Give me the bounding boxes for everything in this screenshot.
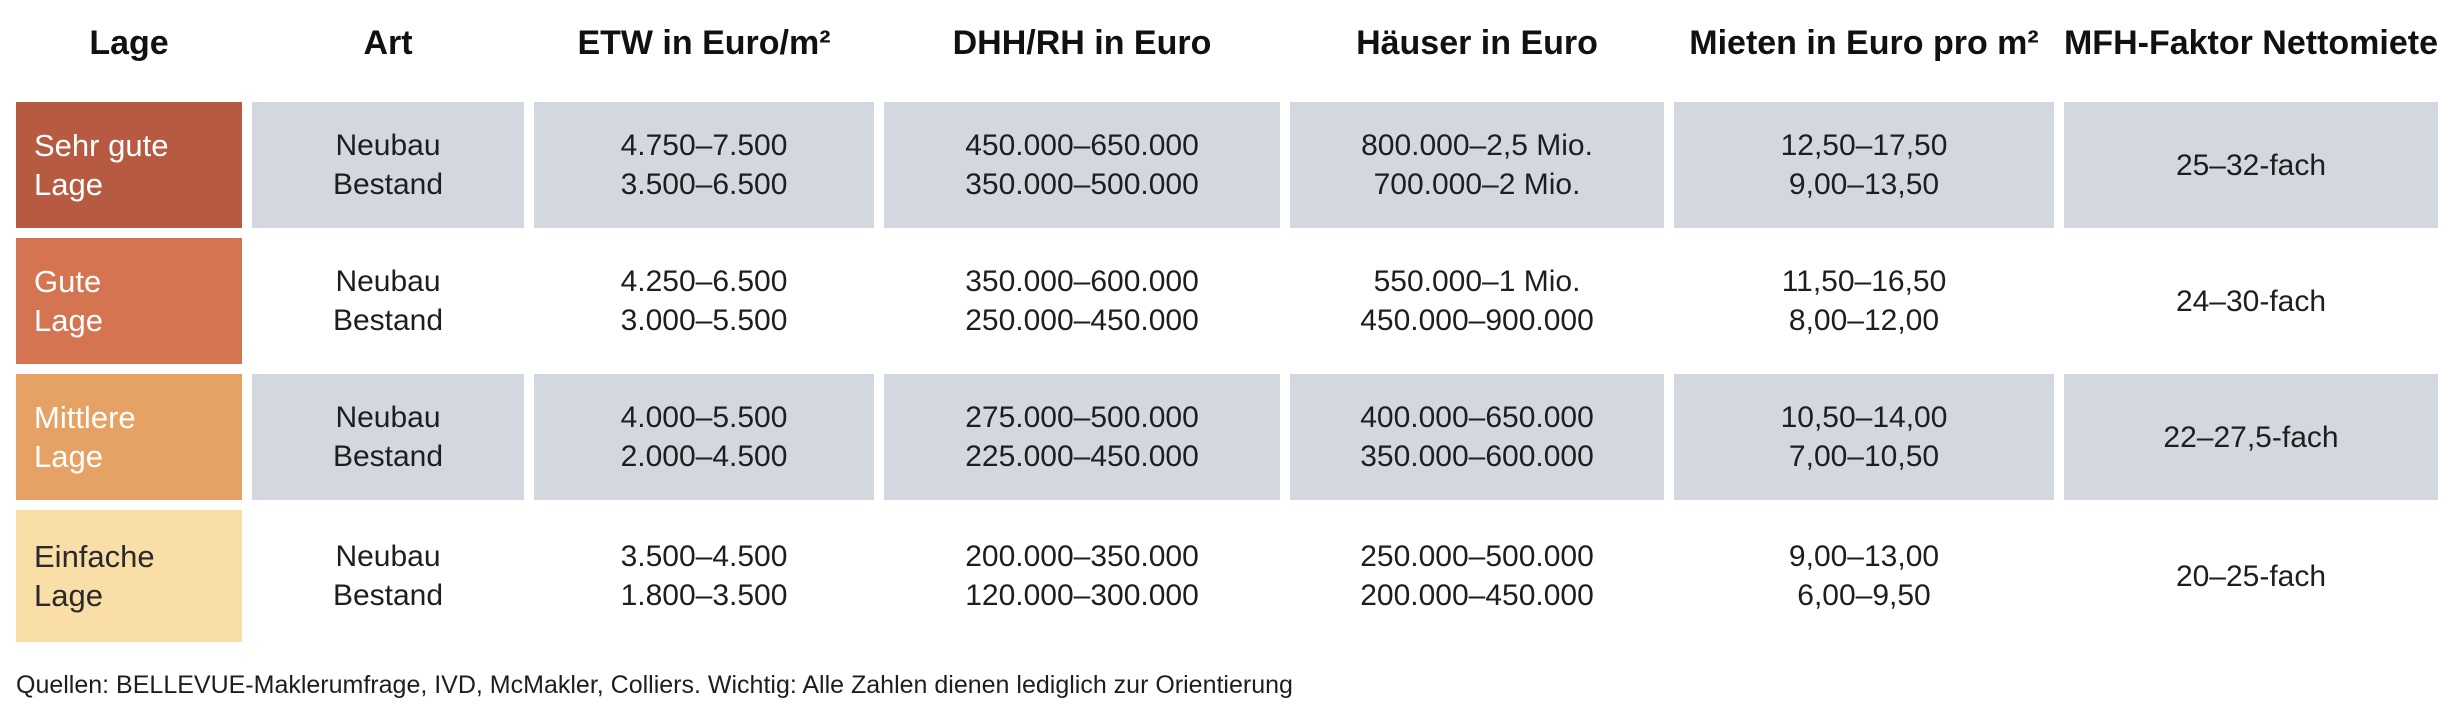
mieten-bestand: 7,00–10,50 bbox=[1788, 440, 1940, 473]
etw-cell: 4.250–6.500 3.000–5.500 bbox=[534, 238, 874, 364]
lage-label-line: Lage bbox=[34, 167, 103, 202]
haeuser-bestand: 450.000–900.000 bbox=[1360, 304, 1594, 337]
etw-cell: 3.500–4.500 1.800–3.500 bbox=[534, 510, 874, 642]
haeuser-bestand: 200.000–450.000 bbox=[1360, 579, 1594, 612]
mfh-value: 24–30-fach bbox=[2175, 284, 2327, 318]
dhh-bestand: 120.000–300.000 bbox=[965, 579, 1199, 612]
etw-bestand: 1.800–3.500 bbox=[620, 579, 788, 612]
lage-label-line: Mittlere bbox=[34, 400, 136, 435]
header-mieten: Mieten in Euro pro m² bbox=[1689, 23, 2039, 62]
dhh-bestand: 350.000–500.000 bbox=[965, 168, 1199, 201]
haeuser-cell: 250.000–500.000 200.000–450.000 bbox=[1290, 510, 1664, 642]
dhh-cell: 350.000–600.000 250.000–450.000 bbox=[884, 238, 1280, 364]
etw-neubau: 4.750–7.500 bbox=[620, 129, 788, 162]
art-cell: Neubau Bestand bbox=[252, 510, 524, 642]
dhh-neubau: 200.000–350.000 bbox=[965, 540, 1199, 573]
dhh-bestand: 250.000–450.000 bbox=[965, 304, 1199, 337]
etw-neubau: 4.250–6.500 bbox=[620, 265, 788, 298]
art-cell: Neubau Bestand bbox=[252, 102, 524, 228]
mieten-neubau: 10,50–14,00 bbox=[1780, 401, 1948, 434]
dhh-neubau: 450.000–650.000 bbox=[965, 129, 1199, 162]
mfh-cell: 25–32-fach bbox=[2064, 102, 2438, 228]
lage-cell-einfache: Einfache Lage bbox=[16, 510, 242, 642]
etw-bestand: 3.000–5.500 bbox=[620, 304, 788, 337]
header-etw: ETW in Euro/m² bbox=[577, 23, 831, 62]
art-neubau: Neubau bbox=[335, 540, 441, 573]
art-neubau: Neubau bbox=[335, 265, 441, 298]
header-haeuser: Häuser in Euro bbox=[1356, 23, 1598, 62]
haeuser-neubau: 550.000–1 Mio. bbox=[1373, 265, 1581, 298]
lage-label-line: Lage bbox=[34, 578, 103, 613]
lage-label-line: Lage bbox=[34, 439, 103, 474]
dhh-cell: 200.000–350.000 120.000–300.000 bbox=[884, 510, 1280, 642]
etw-neubau: 4.000–5.500 bbox=[620, 401, 788, 434]
mfh-cell: 24–30-fach bbox=[2064, 238, 2438, 364]
art-cell: Neubau Bestand bbox=[252, 238, 524, 364]
haeuser-bestand: 350.000–600.000 bbox=[1360, 440, 1594, 473]
header-art: Art bbox=[363, 23, 413, 62]
art-bestand: Bestand bbox=[332, 304, 444, 337]
lage-cell-gute: Gute Lage bbox=[16, 238, 242, 364]
mfh-value: 22–27,5-fach bbox=[2163, 420, 2339, 454]
haeuser-bestand: 700.000–2 Mio. bbox=[1373, 168, 1581, 201]
etw-cell: 4.000–5.500 2.000–4.500 bbox=[534, 374, 874, 500]
source-footnote: Quellen: BELLEVUE-Maklerumfrage, IVD, Mc… bbox=[16, 671, 1293, 699]
mieten-neubau: 12,50–17,50 bbox=[1780, 129, 1948, 162]
art-bestand: Bestand bbox=[332, 168, 444, 201]
dhh-bestand: 225.000–450.000 bbox=[965, 440, 1199, 473]
mieten-bestand: 6,00–9,50 bbox=[1797, 579, 1931, 612]
art-bestand: Bestand bbox=[332, 579, 444, 612]
dhh-neubau: 275.000–500.000 bbox=[965, 401, 1199, 434]
dhh-neubau: 350.000–600.000 bbox=[965, 265, 1199, 298]
art-neubau: Neubau bbox=[335, 401, 441, 434]
header-lage: Lage bbox=[89, 23, 169, 62]
haeuser-cell: 400.000–650.000 350.000–600.000 bbox=[1290, 374, 1664, 500]
mieten-cell: 12,50–17,50 9,00–13,50 bbox=[1674, 102, 2054, 228]
mieten-neubau: 11,50–16,50 bbox=[1781, 265, 1947, 298]
mieten-cell: 10,50–14,00 7,00–10,50 bbox=[1674, 374, 2054, 500]
etw-cell: 4.750–7.500 3.500–6.500 bbox=[534, 102, 874, 228]
mfh-cell: 20–25-fach bbox=[2064, 510, 2438, 642]
mfh-cell: 22–27,5-fach bbox=[2064, 374, 2438, 500]
art-bestand: Bestand bbox=[332, 440, 444, 473]
mfh-value: 20–25-fach bbox=[2175, 559, 2327, 593]
mieten-neubau: 9,00–13,00 bbox=[1788, 540, 1940, 573]
lage-label-line: Lage bbox=[34, 303, 103, 338]
header-mfh: MFH-Faktor Nettomiete bbox=[2063, 23, 2439, 62]
lage-cell-mittlere: Mittlere Lage bbox=[16, 374, 242, 500]
mieten-cell: 11,50–16,50 8,00–12,00 bbox=[1674, 238, 2054, 364]
lage-label-line: Einfache bbox=[34, 539, 155, 574]
haeuser-neubau: 400.000–650.000 bbox=[1360, 401, 1594, 434]
haeuser-neubau: 250.000–500.000 bbox=[1360, 540, 1594, 573]
mfh-value: 25–32-fach bbox=[2175, 148, 2327, 182]
etw-bestand: 3.500–6.500 bbox=[620, 168, 788, 201]
header-dhh: DHH/RH in Euro bbox=[952, 23, 1212, 62]
mieten-cell: 9,00–13,00 6,00–9,50 bbox=[1674, 510, 2054, 642]
dhh-cell: 275.000–500.000 225.000–450.000 bbox=[884, 374, 1280, 500]
lage-cell-sehr-gute: Sehr gute Lage bbox=[16, 102, 242, 228]
lage-label-line: Sehr gute bbox=[34, 128, 169, 163]
haeuser-cell: 800.000–2,5 Mio. 700.000–2 Mio. bbox=[1290, 102, 1664, 228]
mieten-bestand: 9,00–13,50 bbox=[1788, 168, 1940, 201]
mieten-bestand: 8,00–12,00 bbox=[1788, 304, 1940, 337]
etw-bestand: 2.000–4.500 bbox=[620, 440, 788, 473]
art-cell: Neubau Bestand bbox=[252, 374, 524, 500]
dhh-cell: 450.000–650.000 350.000–500.000 bbox=[884, 102, 1280, 228]
etw-neubau: 3.500–4.500 bbox=[620, 540, 788, 573]
art-neubau: Neubau bbox=[335, 129, 441, 162]
haeuser-cell: 550.000–1 Mio. 450.000–900.000 bbox=[1290, 238, 1664, 364]
lage-label-line: Gute bbox=[34, 264, 102, 299]
haeuser-neubau: 800.000–2,5 Mio. bbox=[1361, 129, 1593, 162]
